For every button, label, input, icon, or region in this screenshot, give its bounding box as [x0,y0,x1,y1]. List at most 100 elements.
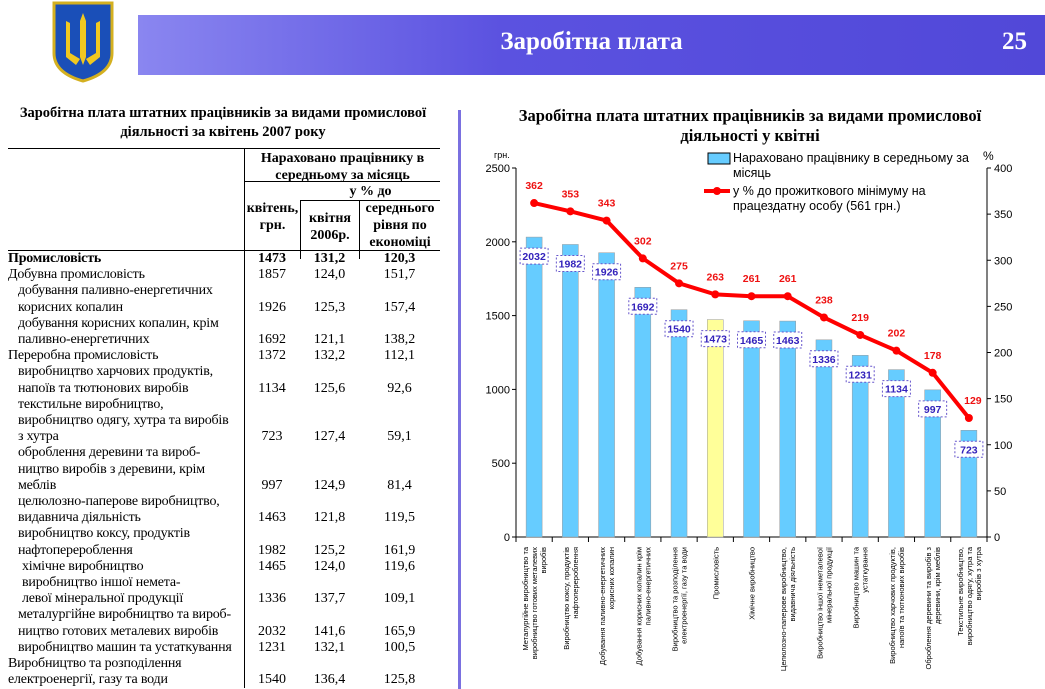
table-row: Промисловість 1473 131,2 120,3 [8,251,440,267]
cell-value: 137,7 [313,591,346,607]
cell-value: 2032 [258,623,286,639]
cell-value: 119,6 [384,558,415,574]
x-tick-label: Виробництво коксу, продуктівнафтоперероб… [562,547,580,650]
bar [634,287,652,538]
row-label-line: виробництво машин та устаткування [18,639,232,655]
cell-value: 132,1 [313,639,346,655]
cell-value: 151,7 [383,267,416,283]
row-label: металургійне виробництво та вироб-ництво… [8,607,244,639]
cell-value: 125,6 [313,380,346,396]
legend-bar-swatch [707,152,731,165]
row-label: виробництво іншої немета-левої мінеральн… [8,575,244,607]
x-tick-label: Оброблення деревини та виробів здеревини… [924,546,942,669]
row-label-line: добування корисних копалин, крім [18,315,219,331]
cell-value: 1982 [258,542,286,558]
cell-value: 141,6 [313,623,346,639]
line-point [638,254,647,263]
x-tick-label: Текстильне виробництво,виробництво одягу… [956,546,983,645]
cell-value: 125,8 [383,672,416,688]
bar [670,309,688,538]
header-group: Нараховано працівнику в середньому за мі… [260,151,425,183]
line-label: 263 [707,271,725,283]
cell-value: 81,4 [387,477,412,493]
bar [779,320,796,538]
cell-value: 100,5 [383,639,416,655]
line-label: 353 [562,188,580,200]
col-header: квітень, грн. [246,201,299,233]
row-label-line: виробництво харчових продуктів, [18,364,213,380]
line-label: 202 [888,328,906,340]
legend-line-marker [713,187,721,195]
cell-value: 1134 [258,380,286,396]
bar-label-box [918,400,948,418]
page-title: Заробітна плата [500,28,683,55]
cell-value: 997 [261,477,283,493]
x-tick-label: Промисловість [711,547,720,599]
row-label-line: Переробна промисловість [8,348,159,364]
bar-label-box [954,440,984,458]
table-row: Переробна промисловість 1372 132,2 112,1 [8,348,440,364]
bar-label: 2032 [522,251,546,263]
x-tick-label: Хімічне виробництво [748,547,757,620]
cell-value: 165,9 [383,623,416,639]
cell-value: 1463 [258,510,286,526]
legend-bar-label: Нараховано працівнику в середньому за мі… [733,151,969,180]
line-point [783,292,792,301]
bar-label-box [809,350,839,368]
row-label-line: целюлозно-паперове виробництво, [18,494,220,509]
bar [598,252,615,538]
y2-tick-label: 0 [994,532,1000,544]
cell-value: 1857 [258,267,286,283]
table-row: добування корисних копалин, крім паливно-… [8,316,440,348]
cell-value: 132,2 [313,348,346,364]
table-row: виробництво харчових продуктів, напоїв та… [8,364,440,396]
line-label: 129 [964,395,982,407]
bar [924,389,941,538]
bar-label-box [700,330,730,348]
cell-value: 120,3 [383,250,416,266]
cell-value: 124,0 [313,558,346,574]
line-label: 219 [851,312,869,324]
line-label: 178 [924,350,942,362]
line-label: 362 [525,180,543,192]
row-label-line: добування паливно-енергетичних [18,283,213,299]
bar [888,369,905,538]
bar [815,339,833,538]
x-tick-label: Виробництво та розподіленняелектроенергі… [671,547,689,651]
cell-value: 1692 [258,331,286,347]
bar-label-box [592,263,622,281]
line-label: 238 [815,294,833,306]
bar-label: 1982 [559,258,583,270]
cell-value: 138,2 [383,331,416,347]
cell-value: 136,4 [313,672,346,688]
cell-value: 59,1 [387,429,412,445]
bar-label: 723 [960,444,978,456]
cell-value: 1926 [258,299,286,315]
bar-label: 997 [924,404,942,416]
line-point [566,207,575,216]
cell-value: 1231 [258,639,286,655]
line-point [602,216,611,225]
y2-tick-label: 100 [994,440,1012,452]
bar-label: 1473 [704,334,728,346]
cell-value: 1540 [258,672,286,688]
table-row: текстильне виробництво, виробництво одягу… [8,397,440,446]
bar-label-box [519,247,549,265]
line-point [928,368,937,377]
y2-tick-label: 300 [994,255,1012,267]
row-label-line: видавнича діяльність [18,510,141,526]
row-label: Переробна промисловість [8,348,244,364]
divider [458,110,461,689]
table-row: Виробництво та розподілення електроенергі… [8,656,440,688]
table-row: виробництво коксу, продуктів нафтоперероб… [8,526,440,558]
row-label: целюлозно-паперове виробництво, видавнича… [8,494,244,526]
cell-value: 127,4 [313,429,346,445]
y2-tick-label: 200 [994,348,1012,360]
line-point [675,279,684,288]
cell-value: 92,6 [387,380,412,396]
row-label-line: нафтоперероблення [18,542,133,558]
row-label-line: Виробництво та розподілення [8,656,182,671]
bar-label: 1231 [849,369,873,381]
bar-label: 1926 [595,267,619,279]
